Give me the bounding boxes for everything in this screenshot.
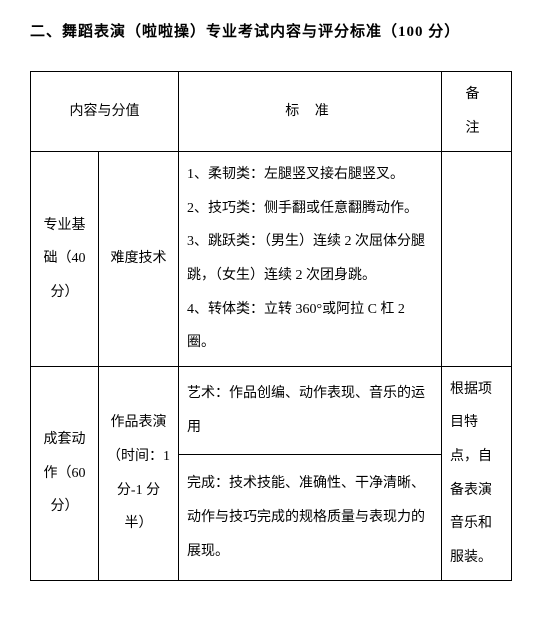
header-content-score: 内容与分值 [31, 72, 179, 152]
cell-standard-art: 艺术：作品创编、动作表现、音乐的运用 [179, 366, 442, 455]
cell-standard-1: 1、柔韧类：左腿竖叉接右腿竖叉。 2、技巧类：侧手翻或任意翻腾动作。 3、跳跃类… [179, 152, 442, 367]
cell-category-1: 专业基础（40 分） [31, 152, 99, 367]
document-page: 二、舞蹈表演（啦啦操）专业考试内容与评分标准（100 分） 内容与分值 标 准 … [0, 0, 542, 581]
table-header-row: 内容与分值 标 准 备 注 [31, 72, 512, 152]
cell-category-2: 成套动作（60 分） [31, 366, 99, 581]
cell-subcategory-2: 作品表演（时间：1 分-1 分半） [99, 366, 179, 581]
cell-standard-done: 完成：技术技能、准确性、干净清晰、动作与技巧完成的规格质量与表现力的展现。 [179, 455, 442, 581]
table-row: 成套动作（60 分） 作品表演（时间：1 分-1 分半） 艺术：作品创编、动作表… [31, 366, 512, 455]
section-title: 二、舞蹈表演（啦啦操）专业考试内容与评分标准（100 分） [30, 20, 512, 41]
cell-note-1 [442, 152, 512, 367]
cell-note-2: 根据项目特点，自备表演音乐和服装。 [442, 366, 512, 581]
cell-subcategory-1: 难度技术 [99, 152, 179, 367]
criteria-table: 内容与分值 标 准 备 注 专业基础（40 分） 难度技术 1、柔韧类：左腿竖叉… [30, 71, 512, 581]
header-note: 备 注 [442, 72, 512, 152]
header-standard: 标 准 [179, 72, 442, 152]
table-row: 专业基础（40 分） 难度技术 1、柔韧类：左腿竖叉接右腿竖叉。 2、技巧类：侧… [31, 152, 512, 367]
